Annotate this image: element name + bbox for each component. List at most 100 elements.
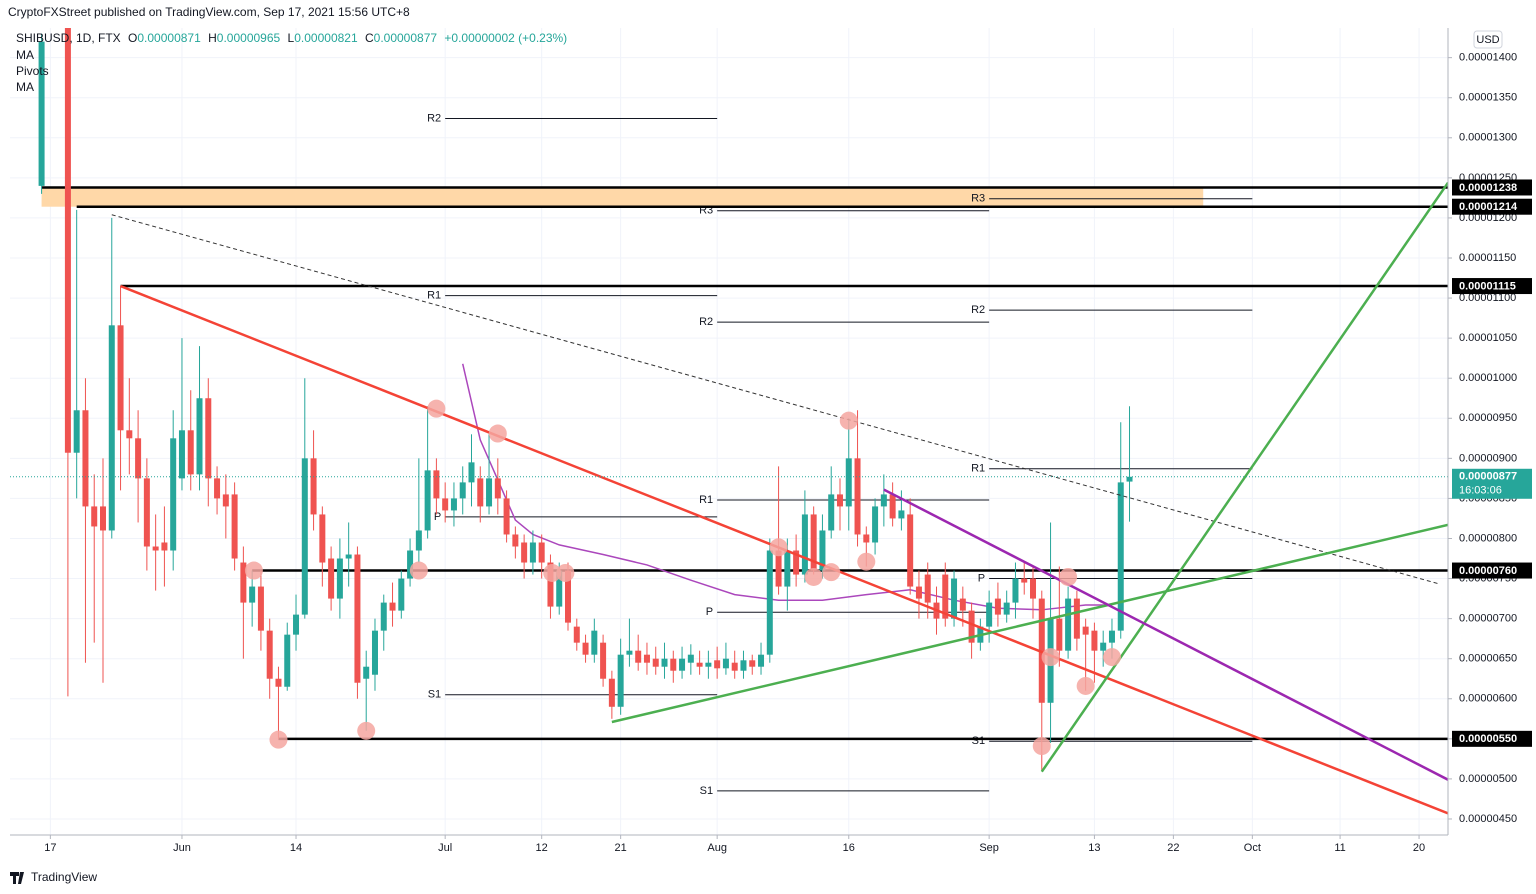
pivot-label: R2 xyxy=(971,304,985,316)
candle-body xyxy=(275,678,282,687)
candle-body xyxy=(310,458,317,515)
candle-body xyxy=(556,570,563,607)
indicator[interactable]: MA xyxy=(16,80,34,94)
candle-body xyxy=(73,410,80,453)
candle-body xyxy=(758,654,765,667)
o-label: O xyxy=(128,31,137,45)
candle-body xyxy=(389,602,396,611)
h-label: H xyxy=(208,31,217,45)
candle-body xyxy=(854,458,861,535)
candle-body xyxy=(468,462,475,483)
candle-body xyxy=(863,534,870,543)
candle-body xyxy=(336,558,343,599)
level-tag-label: 0.00000760 xyxy=(1459,565,1517,577)
candle-body xyxy=(117,325,124,431)
candle-body xyxy=(486,478,493,507)
candle-body xyxy=(801,514,808,575)
pivot-label: S1 xyxy=(428,689,441,701)
highlight xyxy=(543,563,562,582)
indicator[interactable]: MA xyxy=(16,48,34,62)
candle-body xyxy=(617,654,624,707)
y-tick-label: 0.00001150 xyxy=(1459,252,1516,264)
currency-box[interactable] xyxy=(1473,30,1503,49)
axes: 0.000014000.000013500.000013000.00001250… xyxy=(44,52,1532,854)
candle-body xyxy=(126,430,133,439)
candle-body xyxy=(196,398,203,475)
pivot-label: P xyxy=(978,572,985,584)
y-tick-label: 0.00001100 xyxy=(1459,292,1516,304)
candle-body xyxy=(705,662,712,667)
pivot-label: P xyxy=(434,511,441,523)
candle-body xyxy=(38,41,45,186)
pivot-label: S1 xyxy=(700,785,713,797)
candle-body xyxy=(1126,476,1133,482)
x-tick-label: 13 xyxy=(1088,842,1100,854)
candle-body xyxy=(687,654,694,663)
candle-body xyxy=(714,660,721,669)
pivot-label: R1 xyxy=(699,494,713,506)
candle-body xyxy=(845,458,852,507)
candle-body xyxy=(433,470,440,499)
indicator[interactable]: Pivots xyxy=(16,64,49,78)
candle-body xyxy=(951,578,958,619)
candle-body xyxy=(371,630,378,675)
candle-body xyxy=(240,562,247,603)
candle-body xyxy=(1030,578,1037,599)
pivot-label: R3 xyxy=(971,193,985,205)
candle-body xyxy=(380,602,387,631)
level-tag-label: 0.00001214 xyxy=(1459,201,1518,213)
candle-body xyxy=(819,530,826,571)
candle-body xyxy=(907,514,914,587)
x-tick-label: 20 xyxy=(1413,842,1425,854)
x-tick-label: Sep xyxy=(979,842,999,854)
candle-body xyxy=(994,598,1001,615)
l-label: L xyxy=(288,31,295,45)
highlight xyxy=(427,399,446,418)
highlight xyxy=(769,538,788,557)
candle-body xyxy=(565,570,572,623)
x-tick-label: 16 xyxy=(843,842,855,854)
y-tick-label: 0.00000800 xyxy=(1459,532,1517,544)
y-tick-label: 0.00001200 xyxy=(1459,212,1517,224)
candle-body xyxy=(582,642,589,655)
candle-body xyxy=(898,510,905,519)
candle-body xyxy=(529,542,536,563)
y-tick-label: 0.00000650 xyxy=(1459,653,1517,665)
candle-body xyxy=(749,660,756,667)
candle-body xyxy=(328,558,335,599)
candle-body xyxy=(415,530,422,551)
candle-body xyxy=(222,494,229,507)
candle-body xyxy=(538,542,545,563)
candle-body xyxy=(442,498,449,511)
candle-body xyxy=(915,586,922,599)
x-tick-label: 12 xyxy=(536,842,548,854)
candle-body xyxy=(880,494,887,507)
highlight xyxy=(822,563,841,582)
y-tick-label: 0.00000500 xyxy=(1459,773,1517,785)
candle-body xyxy=(521,542,528,563)
level-tag xyxy=(1452,179,1532,196)
candle-body xyxy=(889,494,896,519)
candle-body xyxy=(661,658,668,667)
highlight xyxy=(1059,567,1078,586)
level-tag xyxy=(1452,562,1532,579)
candle-body xyxy=(424,470,431,531)
legend-ohlc: SHIBUSD, 1D, FTX O0.00000871 H0.00000965… xyxy=(16,31,567,45)
candle-body xyxy=(1012,578,1019,603)
candle-body xyxy=(512,534,519,547)
candle-body xyxy=(257,586,264,631)
y-tick-label: 0.00000700 xyxy=(1459,613,1517,625)
x-tick-label: 17 xyxy=(44,842,56,854)
y-tick-label: 0.00001400 xyxy=(1459,52,1517,64)
resistance-zone xyxy=(41,187,1204,207)
candle-body xyxy=(100,506,107,531)
l-value: 0.00000821 xyxy=(294,31,358,45)
candle-body xyxy=(1056,618,1063,651)
pivot-label: R1 xyxy=(971,463,985,475)
highlight xyxy=(556,563,575,582)
candle-body xyxy=(1091,630,1098,651)
candle-body xyxy=(547,562,554,607)
highlight xyxy=(409,561,428,580)
